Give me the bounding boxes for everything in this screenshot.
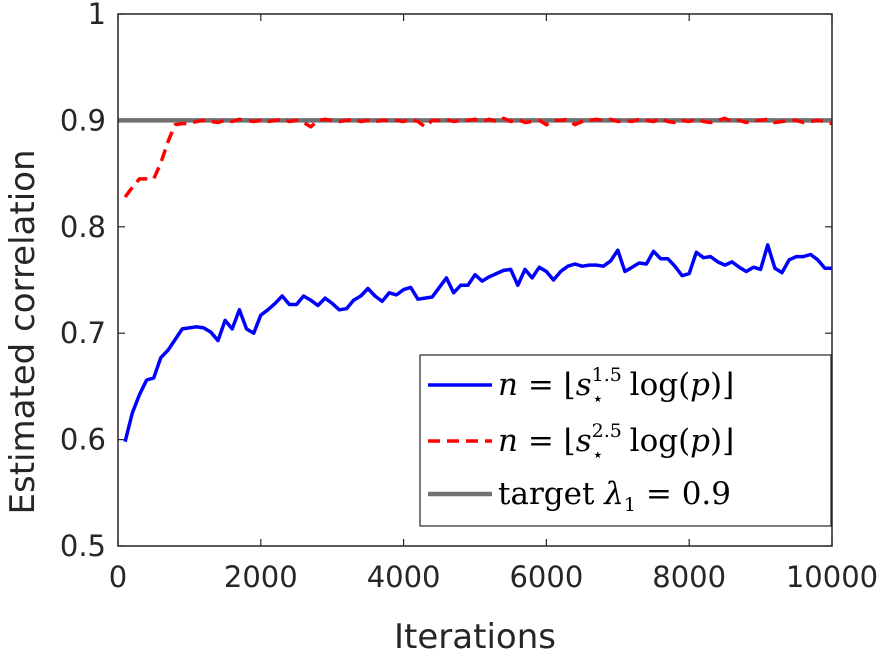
legend-eq: = ⌊ xyxy=(518,423,576,459)
x-tick-label: 2000 xyxy=(224,560,298,594)
x-tick-label: 10000 xyxy=(786,560,878,594)
legend-s: s xyxy=(576,367,592,403)
y-tick-label: 1 xyxy=(88,0,106,31)
legend-entry-series-2: n = ⌊s2.5 ⋆ log(p)⌋ xyxy=(428,420,734,466)
legend-target-text: target xyxy=(498,476,604,512)
x-tick-label: 6000 xyxy=(509,560,583,594)
legend-target-value: = 0.9 xyxy=(636,476,731,512)
y-axis-label: Estimated correlation xyxy=(3,149,43,514)
legend-entry-target: target λ1 = 0.9 xyxy=(428,476,731,516)
series-line-s1.5 xyxy=(123,243,832,443)
legend-close: )⌋ xyxy=(710,423,734,459)
legend-sub: ⋆ xyxy=(592,444,604,466)
legend-sup: 2.5 xyxy=(592,420,622,442)
legend-sub: ⋆ xyxy=(592,388,604,410)
x-tick-label: 8000 xyxy=(652,560,726,594)
legend-label-series-2: n = ⌊s2.5 ⋆ log(p)⌋ xyxy=(498,420,734,466)
legend-label-series-1: n = ⌊s1.5 ⋆ log(p)⌋ xyxy=(498,364,734,410)
legend-p: p xyxy=(690,367,710,403)
legend-n: n xyxy=(498,423,518,459)
x-tick-label: 0 xyxy=(109,560,127,594)
legend-p: p xyxy=(690,423,710,459)
legend-s: s xyxy=(576,423,592,459)
legend-n: n xyxy=(498,367,518,403)
y-tick-label: 0.8 xyxy=(60,210,106,244)
legend-lambda: λ xyxy=(602,476,624,512)
y-tick-label: 0.7 xyxy=(60,316,106,350)
legend-lambda-sub: 1 xyxy=(624,494,636,516)
legend-log: log( xyxy=(620,423,690,459)
series-layer xyxy=(118,116,833,443)
legend-entry-series-1: n = ⌊s1.5 ⋆ log(p)⌋ xyxy=(428,364,734,410)
y-tick-label: 0.6 xyxy=(60,423,106,457)
x-axis-ticks: 0 2000 4000 6000 8000 10000 xyxy=(109,14,878,594)
axes-box xyxy=(117,13,833,547)
x-tick-label: 4000 xyxy=(367,560,441,594)
legend: n = ⌊s1.5 ⋆ log(p)⌋ n = ⌊s2.5 ⋆ log(p)⌋ ta… xyxy=(419,354,832,527)
y-axis-ticks: 0.5 0.6 0.7 0.8 0.9 1 xyxy=(60,0,832,563)
series-line-s2.5 xyxy=(123,116,833,199)
legend-sup: 1.5 xyxy=(592,364,622,386)
y-tick-label: 0.9 xyxy=(60,103,106,137)
y-tick-label: 0.5 xyxy=(60,529,106,563)
x-axis-label: Iterations xyxy=(394,617,556,655)
legend-log: log( xyxy=(620,367,690,403)
legend-close: )⌋ xyxy=(710,367,734,403)
legend-eq: = ⌊ xyxy=(518,367,576,403)
legend-label-target: target λ1 = 0.9 xyxy=(498,476,731,516)
